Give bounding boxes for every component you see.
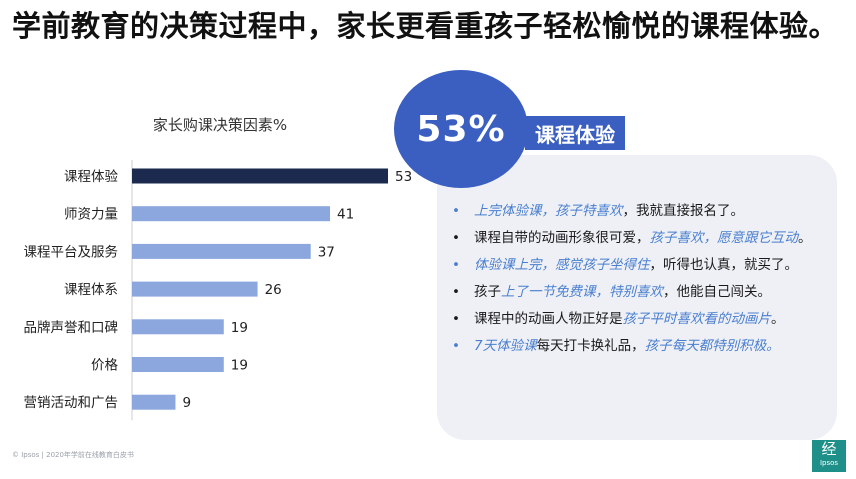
quote-text: 上了一节免费课，特别喜欢 bbox=[501, 284, 663, 300]
category-label: 课程体系 bbox=[64, 282, 118, 298]
logo-mark: 经 bbox=[821, 440, 837, 458]
callout-label: 课程体验 bbox=[525, 116, 625, 150]
category-label: 课程体验 bbox=[64, 169, 118, 185]
source-footer: © Ipsos | 2020年学前在线教育白皮书 bbox=[12, 451, 134, 459]
quote-text: ，我就直接报名了。 bbox=[622, 203, 745, 219]
quote-text: 孩子每天都特别积极。 bbox=[644, 338, 780, 354]
category-label: 师资力量 bbox=[64, 207, 118, 223]
bar bbox=[132, 206, 331, 222]
quote-item: • 上完体验课，孩子特喜欢，我就直接报名了。 bbox=[448, 198, 828, 225]
bullet-icon: • bbox=[452, 311, 460, 327]
quote-text: 课程中的动画人物正好是 bbox=[474, 311, 623, 327]
percent-bubble: 53% bbox=[394, 70, 528, 188]
bar bbox=[132, 243, 311, 259]
data-label: 37 bbox=[318, 244, 335, 260]
quote-panel bbox=[437, 155, 837, 440]
quote-text: 7天体验课 bbox=[474, 338, 537, 354]
data-label: 19 bbox=[231, 320, 248, 336]
quote-item: • 课程自带的动画形象很可爱，孩子喜欢，愿意跟它互动。 bbox=[448, 225, 828, 252]
bar bbox=[132, 394, 176, 410]
bullet-icon: • bbox=[452, 284, 460, 300]
category-label: 价格 bbox=[91, 358, 118, 374]
bar bbox=[132, 357, 224, 372]
chart-title: 家长购课决策因素% bbox=[152, 116, 288, 134]
quote-text: 孩子 bbox=[474, 284, 501, 300]
quote-item: • 课程中的动画人物正好是孩子平时喜欢看的动画片。 bbox=[448, 306, 828, 333]
page-title: 学前教育的决策过程中，家长更看重孩子轻松愉悦的课程体验。 bbox=[12, 9, 839, 43]
quote-text: 孩子平时喜欢看的动画片 bbox=[622, 311, 772, 327]
bar-chart: 课程体验 53 师资力量 41 课程平台及服务 37 课程体系 26 品牌声誉和口碑 19 价格 19… bbox=[24, 160, 412, 421]
category-label: 课程平台及服务 bbox=[24, 244, 119, 260]
quote-text: 。 bbox=[798, 230, 812, 246]
bullet-icon: • bbox=[452, 230, 460, 246]
quote-text: 体验课上完，感觉孩子坐得住 bbox=[474, 257, 650, 273]
logo-text: Ipsos bbox=[819, 459, 839, 467]
quote-text: 上完体验课，孩子特喜欢 bbox=[474, 203, 623, 219]
category-label: 营销活动和广告 bbox=[24, 395, 119, 411]
quote-text: 每天打卡换礼品， bbox=[536, 338, 645, 354]
category-label: 品牌声誉和口碑 bbox=[24, 319, 119, 336]
quote-item: • 7天体验课每天打卡换礼品，孩子每天都特别积极。 bbox=[448, 333, 828, 360]
quote-item: • 体验课上完，感觉孩子坐得住，听得也认真，就买了。 bbox=[448, 252, 828, 279]
bullet-icon: • bbox=[452, 257, 460, 273]
data-label: 19 bbox=[231, 358, 248, 374]
quote-text: 课程自带的动画形象很可爱， bbox=[474, 230, 650, 246]
brand-logo: 经 Ipsos bbox=[812, 440, 846, 472]
quote-text: ，他能自己闯关。 bbox=[663, 284, 771, 300]
bullet-icon: • bbox=[452, 203, 460, 219]
bar bbox=[132, 319, 224, 335]
data-label: 26 bbox=[265, 282, 282, 298]
bar bbox=[132, 168, 388, 184]
data-label: 41 bbox=[337, 207, 354, 223]
quote-text: ，听得也认真，就买了。 bbox=[649, 257, 799, 273]
quote-list: • 上完体验课，孩子特喜欢，我就直接报名了。 • 课程自带的动画形象很可爱，孩子喜欢，… bbox=[448, 198, 828, 360]
quote-text: 孩子喜欢，愿意跟它互动 bbox=[649, 230, 799, 246]
quote-text: 。 bbox=[771, 311, 785, 327]
data-label: 53 bbox=[395, 169, 412, 185]
bar bbox=[132, 281, 258, 297]
data-label: 9 bbox=[182, 395, 191, 411]
bullet-icon: • bbox=[452, 338, 460, 354]
quote-item: • 孩子上了一节免费课，特别喜欢，他能自己闯关。 bbox=[448, 279, 828, 306]
